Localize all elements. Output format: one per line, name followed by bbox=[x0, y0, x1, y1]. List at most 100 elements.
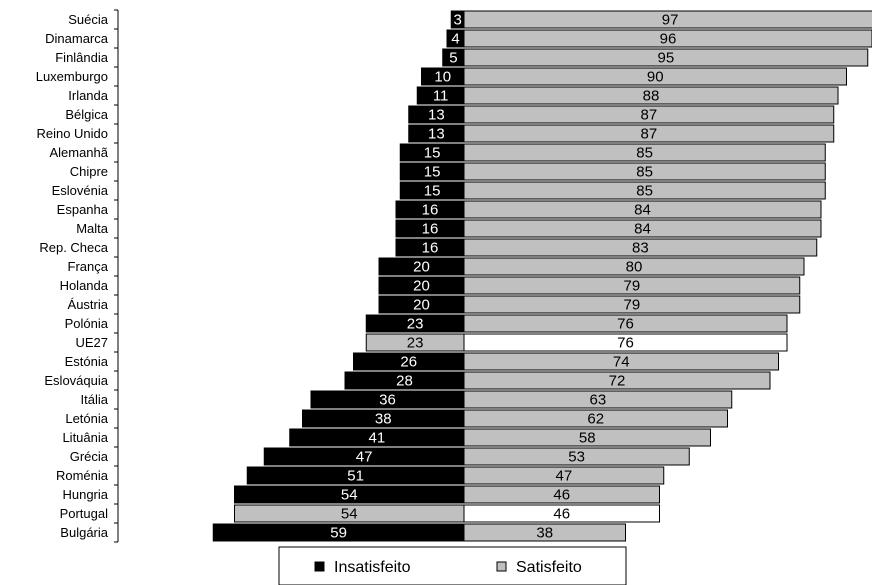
category-label-finlandia: Finlândia bbox=[55, 50, 109, 65]
legend: Insatisfeito Satisfeito bbox=[278, 546, 627, 585]
legend-label-satisfeito: Satisfeito bbox=[516, 559, 582, 576]
category-label-eslovaquia: Eslováquia bbox=[44, 373, 108, 388]
bar-satisfeito-letonia bbox=[463, 409, 728, 428]
label-insatisfeito-portugal: 54 bbox=[341, 506, 358, 523]
bar-satisfeito-luxemburgo bbox=[463, 67, 847, 86]
category-label-chipre: Chipre bbox=[70, 164, 108, 179]
label-satisfeito-lituania: 58 bbox=[579, 430, 596, 447]
label-satisfeito-suecia: 97 bbox=[662, 12, 679, 29]
category-label-dinamarca: Dinamarca bbox=[45, 31, 109, 46]
label-satisfeito-polonia: 76 bbox=[617, 316, 634, 333]
bar-satisfeito-chipre bbox=[463, 162, 826, 181]
legend-label-insatisfeito: Insatisfeito bbox=[334, 559, 411, 576]
bar-satisfeito-romenia bbox=[463, 466, 665, 485]
bar-satisfeito-irlanda bbox=[463, 86, 839, 105]
bar-satisfeito-estonia bbox=[463, 352, 779, 371]
legend-swatch-insatisfeito bbox=[314, 561, 325, 572]
label-satisfeito-bulgaria: 38 bbox=[536, 525, 553, 542]
label-insatisfeito-suecia: 3 bbox=[453, 12, 461, 29]
label-satisfeito-espanha: 84 bbox=[634, 202, 651, 219]
label-insatisfeito-malta: 16 bbox=[422, 221, 439, 238]
category-label-estonia: Estónia bbox=[65, 354, 109, 369]
label-satisfeito-letonia: 62 bbox=[587, 411, 604, 428]
label-satisfeito-franca: 80 bbox=[626, 259, 643, 276]
category-label-luxemburgo: Luxemburgo bbox=[36, 69, 108, 84]
bar-satisfeito-rep-checa bbox=[463, 238, 818, 257]
bar-satisfeito-portugal bbox=[463, 504, 660, 523]
category-label-belgica: Bélgica bbox=[65, 107, 108, 122]
category-label-romenia: Roménia bbox=[56, 468, 109, 483]
bar-satisfeito-holanda bbox=[463, 276, 801, 295]
bar-satisfeito-franca bbox=[463, 257, 805, 276]
bar-satisfeito-ue27 bbox=[463, 333, 788, 352]
label-satisfeito-chipre: 85 bbox=[636, 164, 653, 181]
label-satisfeito-italia: 63 bbox=[590, 392, 607, 409]
label-insatisfeito-belgica: 13 bbox=[428, 107, 445, 124]
bar-satisfeito-grecia bbox=[463, 447, 690, 466]
label-satisfeito-estonia: 74 bbox=[613, 354, 630, 371]
category-label-polonia: Polónia bbox=[65, 316, 109, 331]
label-insatisfeito-chipre: 15 bbox=[424, 164, 441, 181]
label-satisfeito-holanda: 79 bbox=[624, 278, 641, 295]
category-label-grecia: Grécia bbox=[70, 449, 109, 464]
label-satisfeito-portugal: 46 bbox=[553, 506, 570, 523]
category-label-lituania: Lituânia bbox=[62, 430, 108, 445]
label-insatisfeito-alemanha: 15 bbox=[424, 145, 441, 162]
label-satisfeito-ue27: 76 bbox=[617, 335, 634, 352]
category-label-irlanda: Irlanda bbox=[68, 88, 109, 103]
bar-satisfeito-lituania bbox=[463, 428, 711, 447]
label-insatisfeito-bulgaria: 59 bbox=[330, 525, 347, 542]
bar-satisfeito-polonia bbox=[463, 314, 788, 333]
label-insatisfeito-letonia: 38 bbox=[375, 411, 392, 428]
label-insatisfeito-romenia: 51 bbox=[347, 468, 364, 485]
bar-satisfeito-austria bbox=[463, 295, 801, 314]
category-label-malta: Malta bbox=[76, 221, 109, 236]
bar-satisfeito-reino-unido bbox=[463, 124, 835, 143]
category-label-italia: Itália bbox=[81, 392, 109, 407]
label-satisfeito-luxemburgo: 90 bbox=[647, 69, 664, 86]
bar-satisfeito-eslovaquia bbox=[463, 371, 771, 390]
label-insatisfeito-hungria: 54 bbox=[341, 487, 358, 504]
label-insatisfeito-grecia: 47 bbox=[356, 449, 373, 466]
label-insatisfeito-dinamarca: 4 bbox=[451, 31, 459, 48]
label-insatisfeito-estonia: 26 bbox=[400, 354, 417, 371]
label-satisfeito-irlanda: 88 bbox=[643, 88, 660, 105]
bar-satisfeito-finlandia bbox=[463, 48, 869, 67]
label-insatisfeito-eslovaquia: 28 bbox=[396, 373, 413, 390]
label-satisfeito-alemanha: 85 bbox=[636, 145, 653, 162]
label-satisfeito-reino-unido: 87 bbox=[641, 126, 658, 143]
bar-satisfeito-italia bbox=[463, 390, 733, 409]
label-insatisfeito-lituania: 41 bbox=[369, 430, 386, 447]
label-insatisfeito-irlanda: 11 bbox=[433, 88, 449, 105]
label-insatisfeito-luxemburgo: 10 bbox=[434, 69, 451, 86]
label-satisfeito-eslovenia: 85 bbox=[636, 183, 653, 200]
category-label-rep-checa: Rep. Checa bbox=[39, 240, 108, 255]
bars bbox=[212, 10, 872, 542]
category-axis: Suécia Dinamarca Finlândia Luxemburgo Irland… bbox=[36, 9, 119, 543]
label-satisfeito-hungria: 46 bbox=[553, 487, 570, 504]
label-insatisfeito-polonia: 23 bbox=[407, 316, 424, 333]
label-insatisfeito-rep-checa: 16 bbox=[422, 240, 439, 257]
label-insatisfeito-ue27: 23 bbox=[407, 335, 424, 352]
label-insatisfeito-reino-unido: 13 bbox=[428, 126, 445, 143]
category-label-espanha: Espanha bbox=[57, 202, 109, 217]
label-satisfeito-romenia: 47 bbox=[556, 468, 573, 485]
category-label-portugal: Portugal bbox=[60, 506, 109, 521]
category-label-bulgaria: Bulgária bbox=[60, 525, 108, 540]
category-label-franca: França bbox=[68, 259, 109, 274]
bar-satisfeito-bulgaria bbox=[463, 523, 626, 542]
category-label-eslovenia: Eslovénia bbox=[52, 183, 109, 198]
bar-satisfeito-espanha bbox=[463, 200, 822, 219]
bar-satisfeito-eslovenia bbox=[463, 181, 826, 200]
label-satisfeito-austria: 79 bbox=[624, 297, 641, 314]
label-satisfeito-dinamarca: 96 bbox=[660, 31, 677, 48]
label-satisfeito-eslovaquia: 72 bbox=[609, 373, 626, 390]
bar-satisfeito-hungria bbox=[463, 485, 660, 504]
category-label-letonia: Letónia bbox=[65, 411, 108, 426]
label-insatisfeito-franca: 20 bbox=[413, 259, 430, 276]
category-label-holanda: Holanda bbox=[60, 278, 109, 293]
bar-satisfeito-belgica bbox=[463, 105, 835, 124]
label-satisfeito-belgica: 87 bbox=[641, 107, 658, 124]
label-insatisfeito-finlandia: 5 bbox=[449, 50, 457, 67]
